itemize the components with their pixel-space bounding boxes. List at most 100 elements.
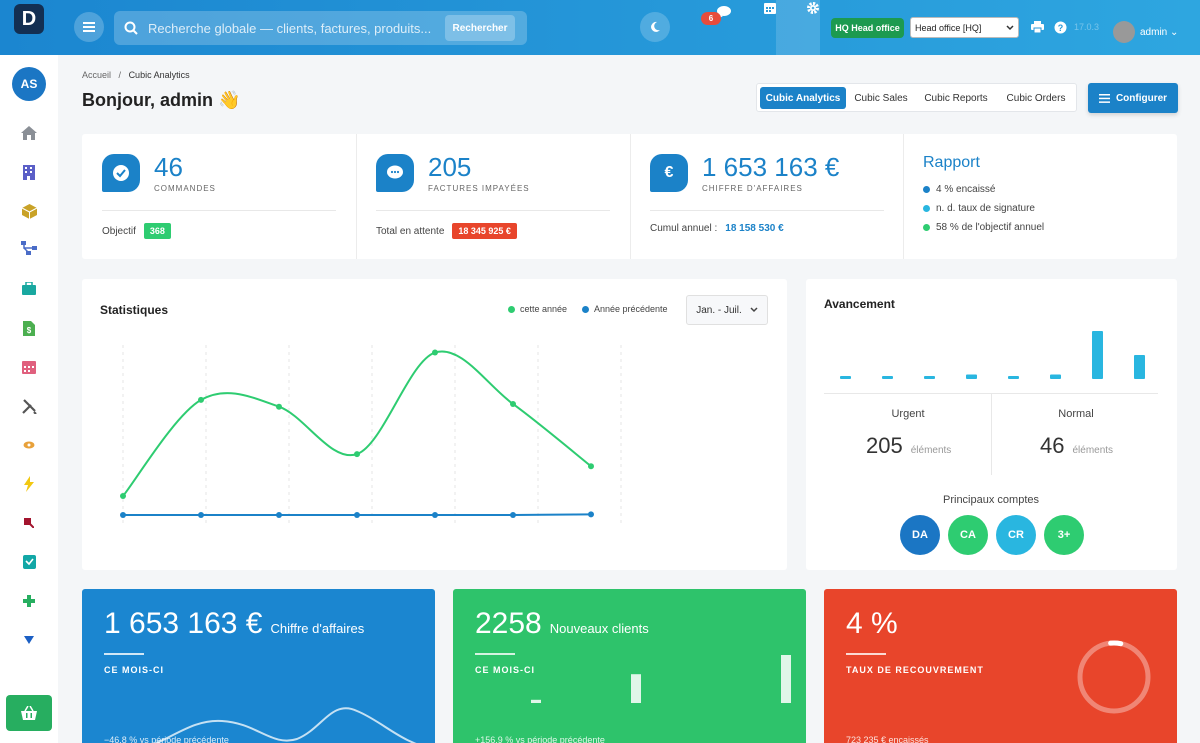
urgent-unit: éléments <box>910 445 952 456</box>
legend-dot <box>923 186 930 193</box>
divider <box>376 210 610 211</box>
tab-cubic-analytics[interactable]: Cubic Analytics <box>760 87 846 109</box>
new-clients-label: Nouveaux clients <box>549 621 649 636</box>
breadcrumb: Accueil / Cubic Analytics <box>82 70 190 80</box>
bolt-icon[interactable] <box>16 473 42 495</box>
invoice-icon[interactable]: $ <box>16 317 42 339</box>
tab-cubic-reports[interactable]: Cubic Reports <box>924 92 988 104</box>
menu-toggle-button[interactable] <box>74 12 104 42</box>
pointer-icon[interactable] <box>16 512 42 534</box>
client-bar <box>631 674 641 703</box>
orders-label: COMMANDES <box>154 184 216 193</box>
normal-value: 46 <box>1040 433 1065 458</box>
sitemap-icon[interactable] <box>16 237 42 259</box>
basket-button[interactable] <box>6 695 52 731</box>
account-avatar[interactable]: CA <box>948 515 988 555</box>
breadcrumb-current: Cubic Analytics <box>128 70 190 80</box>
filter-icon[interactable] <box>16 629 42 651</box>
revenue-value: 1 653 163 € <box>702 152 840 182</box>
legend-current-label: cette année <box>520 304 568 314</box>
data-point <box>432 512 438 518</box>
hq-badge[interactable]: HQ Head office <box>831 18 904 38</box>
stats-card: Statistiques cette année Année précédent… <box>82 279 787 570</box>
data-point <box>510 512 516 518</box>
home-icon[interactable] <box>16 122 42 144</box>
dark-mode-toggle[interactable] <box>640 12 670 42</box>
data-point <box>510 400 516 407</box>
ring-track <box>1077 640 1151 714</box>
data-point <box>276 512 282 518</box>
tab-cubic-sales[interactable]: Cubic Sales <box>854 92 908 104</box>
print-button[interactable] <box>1030 20 1044 34</box>
building-icon[interactable] <box>16 161 42 183</box>
calendar-icon <box>764 3 776 14</box>
progress-bar <box>924 376 935 379</box>
configure-button[interactable]: Configurer <box>1088 83 1178 113</box>
progress-bar <box>1008 376 1019 379</box>
new-clients-value: 2258 <box>475 607 542 640</box>
briefcase-icon[interactable] <box>16 277 42 299</box>
search-icon <box>114 21 148 35</box>
progress-bar <box>1092 331 1103 379</box>
help-button[interactable]: ? <box>1053 20 1067 34</box>
account-avatar[interactable]: DA <box>900 515 940 555</box>
orders-value: 46 <box>154 152 183 182</box>
kpi-report: Rapport 4 % encaissé n. d. taux de signa… <box>903 134 1177 259</box>
divider <box>104 653 144 655</box>
office-select[interactable]: Head office [HQ] <box>910 17 1019 38</box>
box-icon[interactable] <box>16 200 42 222</box>
data-point <box>198 512 204 518</box>
data-point <box>588 511 594 518</box>
revenue-month-period: CE MOIS-CI <box>104 665 165 675</box>
new-clients-trend: +156,9 % vs période précédente <box>475 735 605 743</box>
kpi-orders: 46 COMMANDES Objectif 368 <box>82 134 356 259</box>
printer-icon <box>1030 21 1044 33</box>
new-clients-card: 2258 Nouveaux clients CE MOIS-CI +156,9 %… <box>453 589 806 743</box>
legend-previous[interactable]: Année précédente <box>582 304 668 314</box>
user-menu[interactable]: admin ⌄ <box>1140 27 1178 38</box>
user-avatar[interactable] <box>1113 21 1135 43</box>
chevron-down-icon <box>750 307 758 313</box>
calendar-icon[interactable] <box>16 356 42 378</box>
progress-bar <box>840 376 851 379</box>
shield-icon[interactable] <box>16 551 42 573</box>
chat-bubble-icon <box>376 154 414 192</box>
report-item: n. d. taux de signature <box>936 203 1035 214</box>
tab-cubic-orders[interactable]: Cubic Orders <box>1006 92 1066 104</box>
help-icon: ? <box>1054 21 1066 33</box>
data-point <box>354 512 360 518</box>
normal-count: 46 éléments <box>1040 433 1113 459</box>
account-avatar[interactable]: CR <box>996 515 1036 555</box>
calendar-button[interactable] <box>760 0 780 16</box>
eye-icon[interactable] <box>16 434 42 456</box>
divider <box>102 210 336 211</box>
divider <box>846 653 886 655</box>
revenue-sparkline <box>154 707 417 743</box>
kpi-invoices: 205 FACTURES IMPAYÉES Total en attente 1… <box>356 134 630 259</box>
client-bar <box>781 655 791 703</box>
sidebar: AS $ <box>0 55 58 743</box>
breadcrumb-home[interactable]: Accueil <box>82 70 112 80</box>
search-button[interactable]: Rechercher <box>445 15 515 41</box>
period-select[interactable]: Jan. - Juil. <box>686 295 768 325</box>
settings-button[interactable] <box>804 0 822 16</box>
accounts-title: Principaux comptes <box>943 494 1039 506</box>
recovery-collected: 723 235 € encaissés <box>846 735 929 743</box>
revenue-month-value: 1 653 163 € <box>104 607 263 640</box>
legend-dot <box>923 224 930 231</box>
urgent-value: 205 <box>866 433 903 458</box>
tools-icon[interactable] <box>16 395 42 417</box>
page-title: Bonjour, admin 👋 <box>82 90 241 110</box>
divider <box>650 210 884 211</box>
data-point <box>588 463 594 470</box>
invoices-pending-badge: 18 345 925 € <box>452 223 517 239</box>
progress-bar-chart <box>840 331 1145 379</box>
app-logo[interactable]: D <box>14 4 44 34</box>
legend-current[interactable]: cette année <box>508 304 567 314</box>
svg-text:$: $ <box>27 326 32 335</box>
account-more-avatar[interactable]: 3+ <box>1044 515 1084 555</box>
plus-icon[interactable] <box>16 590 42 612</box>
search-input[interactable] <box>148 20 445 36</box>
report-item: 58 % de l'objectif annuel <box>936 222 1045 233</box>
sidebar-avatar[interactable]: AS <box>12 67 46 101</box>
